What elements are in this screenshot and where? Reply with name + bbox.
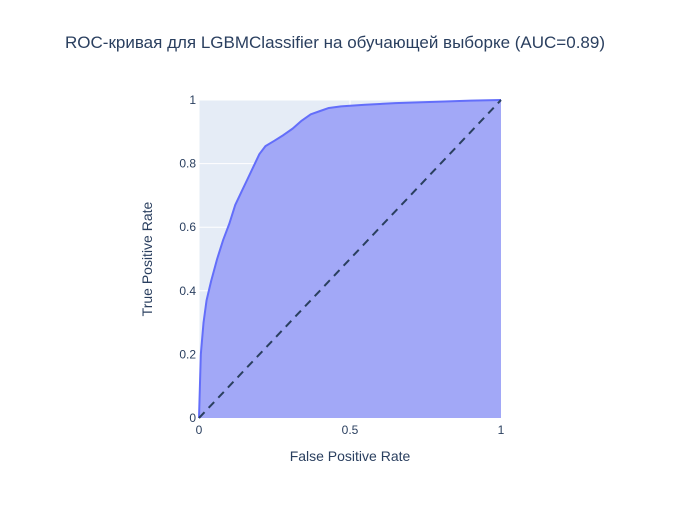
y-tick-label: 0 (189, 411, 196, 425)
y-tick-label: 0.8 (179, 157, 196, 171)
x-tick-label: 0.5 (342, 423, 359, 437)
y-tick-label: 0.2 (179, 347, 196, 361)
chart-title: ROC-кривая для LGBMClassifier на обучающ… (65, 33, 605, 52)
y-axis-title: True Positive Rate (139, 201, 155, 316)
y-tick-label: 0.4 (179, 284, 196, 298)
x-tick-label: 1 (498, 423, 505, 437)
chance-diagonal-line (198, 99, 502, 419)
tick-labels: 0 0.5 1 0 0.2 0.4 0.6 0.8 1 (179, 93, 504, 437)
y-tick-label: 0.6 (179, 220, 196, 234)
roc-curve-line (198, 99, 502, 419)
x-tick-label: 0 (196, 423, 203, 437)
x-axis-title: False Positive Rate (290, 448, 411, 464)
y-tick-label: 1 (189, 93, 196, 107)
